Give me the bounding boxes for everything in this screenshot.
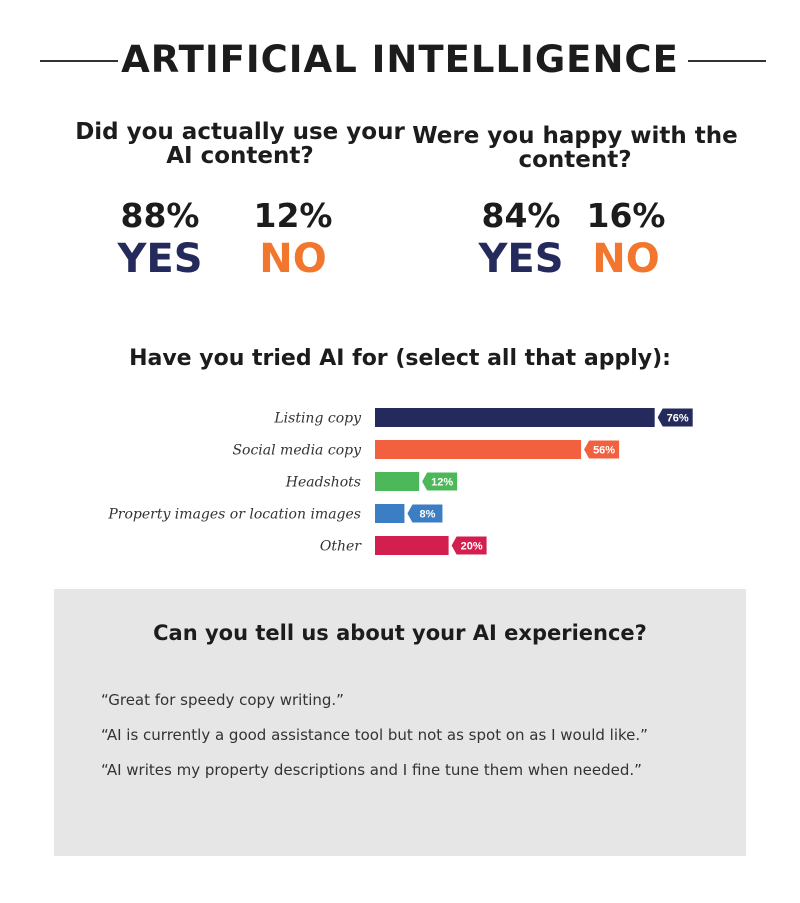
bar bbox=[375, 472, 420, 491]
usage-bar-chart: Listing copy 76% Social media copy 56% Heads… bbox=[107, 408, 693, 555]
value-tag bbox=[584, 440, 620, 459]
chart-title: Have you tried AI for (select all that a… bbox=[129, 346, 671, 371]
usage-yes-label: YES bbox=[117, 236, 203, 282]
title-divider-right bbox=[688, 60, 766, 62]
bar bbox=[375, 408, 655, 427]
value-label: 20% bbox=[461, 541, 483, 553]
satisfaction-yes-percent: 84% bbox=[481, 196, 561, 235]
value-tag bbox=[422, 472, 458, 491]
category-label: Social media copy bbox=[232, 443, 362, 459]
quote-2: “AI is currently a good assistance tool … bbox=[101, 726, 648, 744]
page-title: ARTIFICIAL INTELLIGENCE bbox=[121, 38, 679, 81]
satisfaction-yes-label: YES bbox=[478, 236, 564, 282]
value-tag bbox=[407, 504, 443, 523]
value-label: 12% bbox=[431, 477, 453, 489]
satisfaction-no-label: NO bbox=[592, 236, 660, 282]
question-usage: Did you actually use your AI content? bbox=[75, 119, 405, 169]
experience-title: Can you tell us about your AI experience… bbox=[153, 621, 647, 645]
usage-no-percent: 12% bbox=[253, 196, 333, 235]
value-label: 8% bbox=[419, 509, 435, 521]
value-label: 76% bbox=[667, 413, 689, 425]
bar bbox=[375, 440, 582, 459]
category-label: Property images or location images bbox=[107, 507, 361, 523]
bar bbox=[375, 536, 449, 555]
question-satisfaction: Were you happy with the content? bbox=[412, 123, 738, 173]
category-label: Other bbox=[320, 539, 362, 555]
value-tag bbox=[657, 408, 693, 427]
bar bbox=[375, 504, 405, 523]
title-divider-left bbox=[40, 60, 118, 62]
category-label: Headshots bbox=[285, 475, 361, 491]
quote-3: “AI writes my property descriptions and … bbox=[101, 761, 642, 779]
title-row: ARTIFICIAL INTELLIGENCE bbox=[0, 38, 800, 88]
quote-1: “Great for speedy copy writing.” bbox=[101, 691, 344, 709]
value-label: 56% bbox=[593, 445, 615, 457]
category-label: Listing copy bbox=[273, 411, 362, 427]
usage-yes-percent: 88% bbox=[120, 196, 200, 235]
satisfaction-no-percent: 16% bbox=[586, 196, 666, 235]
value-tag bbox=[451, 536, 487, 555]
experience-panel: Can you tell us about your AI experience… bbox=[54, 589, 746, 856]
usage-no-label: NO bbox=[259, 236, 327, 282]
